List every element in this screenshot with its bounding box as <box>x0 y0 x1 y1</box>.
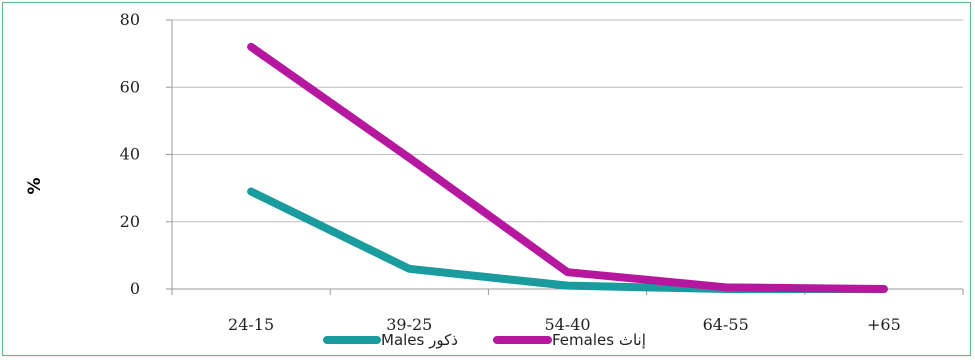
x-tick-label: 24-15 <box>228 315 274 334</box>
legend: Males ذكور Females إناث <box>323 331 646 349</box>
y-tick-label: 20 <box>120 212 140 231</box>
series-line-1 <box>247 42 888 293</box>
series-lines <box>247 42 888 293</box>
y-tick-label: 0 <box>130 279 140 298</box>
x-tick-label: 39-25 <box>386 315 432 334</box>
x-tick-label: +65 <box>867 315 901 334</box>
x-tick-label: 54-40 <box>544 315 590 334</box>
legend-label-0: Males ذكور <box>381 331 458 349</box>
chart-frame <box>2 2 971 356</box>
y-axis-ticks: 0 20 40 60 80 <box>120 10 140 298</box>
x-axis-ticks: 24-15 39-25 54-40 64-55 +65 <box>228 315 901 334</box>
y-axis-label: % <box>25 177 45 194</box>
y-tick-label: 60 <box>120 77 140 96</box>
gridlines <box>166 19 964 295</box>
y-tick-label: 40 <box>120 145 140 164</box>
legend-label-1: Females إناث <box>552 331 646 349</box>
y-tick-label: 80 <box>120 10 140 29</box>
x-tick-label: 64-55 <box>703 315 749 334</box>
